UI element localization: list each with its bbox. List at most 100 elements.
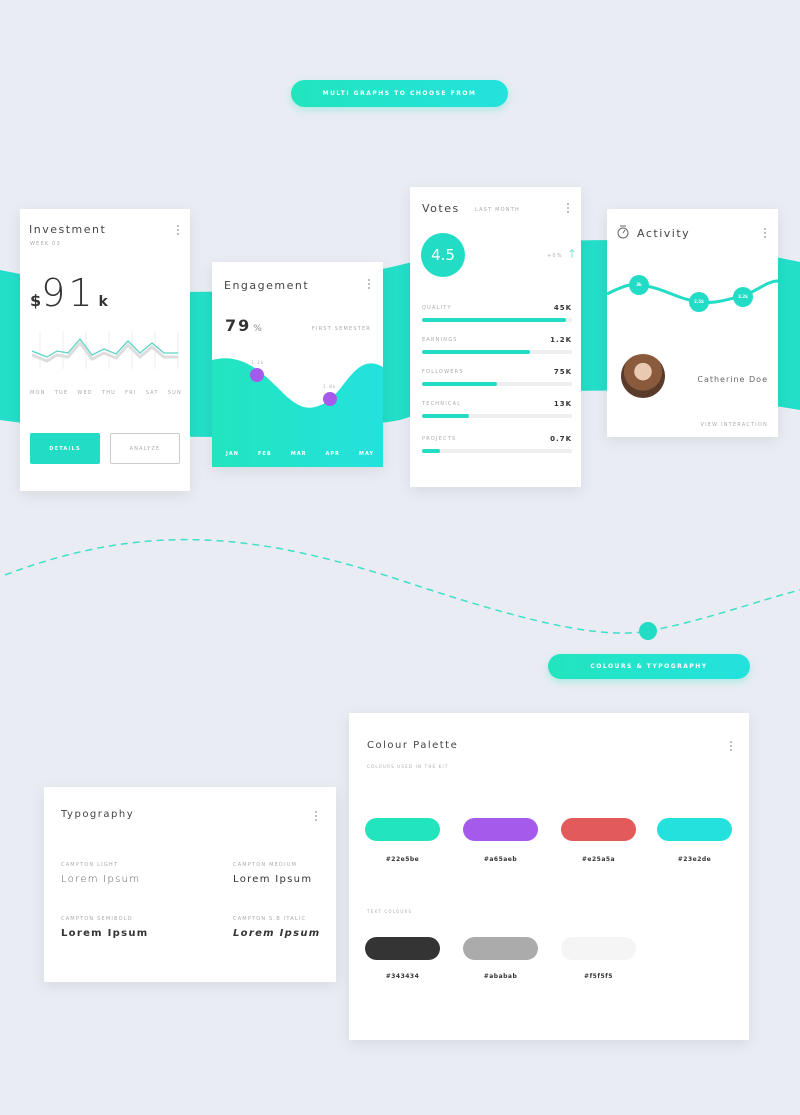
stopwatch-icon	[617, 225, 629, 239]
activity-title: Activity	[637, 227, 691, 240]
colour-palette-card: Colour Palette COLOURS USED IN THE KIT T…	[349, 713, 749, 1040]
more-icon[interactable]	[368, 279, 371, 291]
more-icon[interactable]	[567, 203, 570, 215]
colour-hex: #22e5be	[385, 856, 420, 863]
month-label: MAR	[290, 451, 307, 457]
colour-swatch	[365, 818, 440, 841]
analyze-button[interactable]: ANALYZE	[110, 433, 180, 464]
day-label: MON	[30, 390, 46, 396]
bar-value: 75K	[553, 368, 572, 376]
font-label: CAMPTON LIGHT	[61, 862, 119, 868]
details-button[interactable]: DETAILS	[30, 433, 100, 464]
percent-sign: %	[253, 324, 262, 334]
month-label: APR	[325, 451, 340, 457]
font-sample: Lorem Ipsum	[233, 874, 313, 885]
currency: $	[30, 291, 42, 310]
percent-value: 79	[225, 316, 252, 335]
more-icon[interactable]	[764, 228, 767, 240]
month-label: JAN	[226, 451, 239, 457]
engagement-percent: 79%	[225, 316, 262, 335]
vote-bar-row: EARNINGS 1.2K	[422, 336, 572, 354]
colour-swatch	[463, 818, 538, 841]
vote-bar-row: QUALITY 45K	[422, 304, 572, 322]
colour-swatch	[561, 818, 636, 841]
colour-swatch	[657, 818, 732, 841]
bar-label: QUALITY	[422, 305, 452, 311]
point-label: 1.8k	[323, 384, 337, 389]
engagement-period: FIRST SEMESTER	[311, 326, 371, 332]
dashed-curve	[4, 538, 800, 634]
bar-fill	[422, 350, 530, 354]
votes-bars: QUALITY 45K EARNINGS 1.2K FOLLOWERS 75K TECHNI…	[422, 304, 572, 467]
background-wave-band	[0, 240, 800, 640]
typography-title: Typography	[61, 809, 135, 820]
vote-bar-row: FOLLOWERS 75K	[422, 368, 572, 386]
palette-subtitle: COLOURS USED IN THE KIT	[367, 764, 449, 769]
votes-score: 4.5	[421, 233, 465, 277]
day-label: SAT	[145, 390, 159, 396]
bar-track	[422, 414, 572, 418]
font-label: CAMPTON S.B ITALIC	[233, 916, 307, 922]
text-colour-hex: #343434	[385, 973, 420, 980]
more-icon[interactable]	[177, 225, 180, 237]
engagement-card: Engagement 79% FIRST SEMESTER 1.2k 1.8k …	[212, 262, 383, 467]
engagement-title: Engagement	[224, 279, 310, 292]
day-label: TUE	[54, 390, 69, 396]
palette-title: Colour Palette	[367, 740, 459, 751]
investment-subtitle: WEEK 03	[30, 241, 61, 247]
activity-card: Activity 3k 2.5k 3.2k Catherine Doe VIEW…	[607, 209, 778, 437]
bar-fill	[422, 318, 566, 322]
typography-card: Typography CAMPTON LIGHT Lorem Ipsum CAM…	[44, 787, 336, 982]
investment-card: Investment WEEK 03 $ 91 k MON TUE WED THU FR…	[20, 209, 190, 491]
month-label: FEB	[258, 451, 272, 457]
month-axis: JAN FEB MAR APR MAY	[226, 451, 374, 457]
investment-line-chart	[32, 331, 179, 369]
month-label: MAY	[358, 451, 374, 457]
text-colour-swatch	[561, 937, 636, 960]
more-icon[interactable]	[730, 741, 733, 753]
bar-label: FOLLOWERS	[422, 369, 464, 375]
day-label: WED	[77, 390, 93, 396]
text-colours-label: TEXT COLOURS	[367, 909, 413, 914]
bar-track	[422, 350, 572, 354]
data-point	[323, 392, 337, 406]
bar-value: 45K	[553, 304, 572, 312]
bar-fill	[422, 414, 469, 418]
data-point	[629, 275, 649, 295]
votes-period: LAST MONTH	[475, 207, 520, 213]
bar-fill	[422, 449, 440, 453]
bar-fill	[422, 382, 497, 386]
point-label: 3k	[636, 282, 642, 287]
curve-dot	[639, 622, 657, 640]
font-sample: Lorem Ipsum	[61, 874, 141, 885]
more-icon[interactable]	[315, 811, 318, 823]
section-header-colours: COLOURS & TYPOGRAPHY	[548, 654, 750, 679]
votes-title: Votes	[422, 202, 460, 215]
font-label: CAMPTON SEMIBOLD	[61, 916, 133, 922]
bar-track	[422, 449, 572, 453]
section-header-graphs: MULTI GRAPHS TO CHOOSE FROM	[291, 80, 508, 107]
data-point	[250, 368, 264, 382]
bar-value: 0.7K	[550, 435, 572, 443]
investment-amount: $ 91 k	[30, 271, 108, 315]
point-label: 3.2k	[738, 294, 748, 299]
bar-label: TECHNICAL	[422, 401, 462, 407]
text-colour-hex: #f5f5f5	[584, 973, 613, 980]
text-colour-swatch	[463, 937, 538, 960]
day-label: SUN	[167, 390, 182, 396]
point-label: 1.2k	[251, 360, 265, 365]
votes-change: +0%	[547, 253, 563, 259]
amount: 91	[41, 271, 96, 315]
bar-track	[422, 318, 572, 322]
point-label: 2.5k	[694, 299, 704, 304]
view-interaction-link[interactable]: VIEW INTERACTION	[700, 422, 768, 428]
day-label: THU	[101, 390, 117, 396]
bar-value: 1.2K	[550, 336, 572, 344]
investment-line	[32, 337, 178, 358]
bar-value: 13K	[553, 400, 572, 408]
avatar[interactable]	[621, 354, 665, 398]
bar-label: PROJECTS	[422, 436, 457, 442]
bar-label: EARNINGS	[422, 337, 458, 343]
unit: k	[98, 294, 108, 310]
font-label: CAMPTON MEDIUM	[233, 862, 298, 868]
